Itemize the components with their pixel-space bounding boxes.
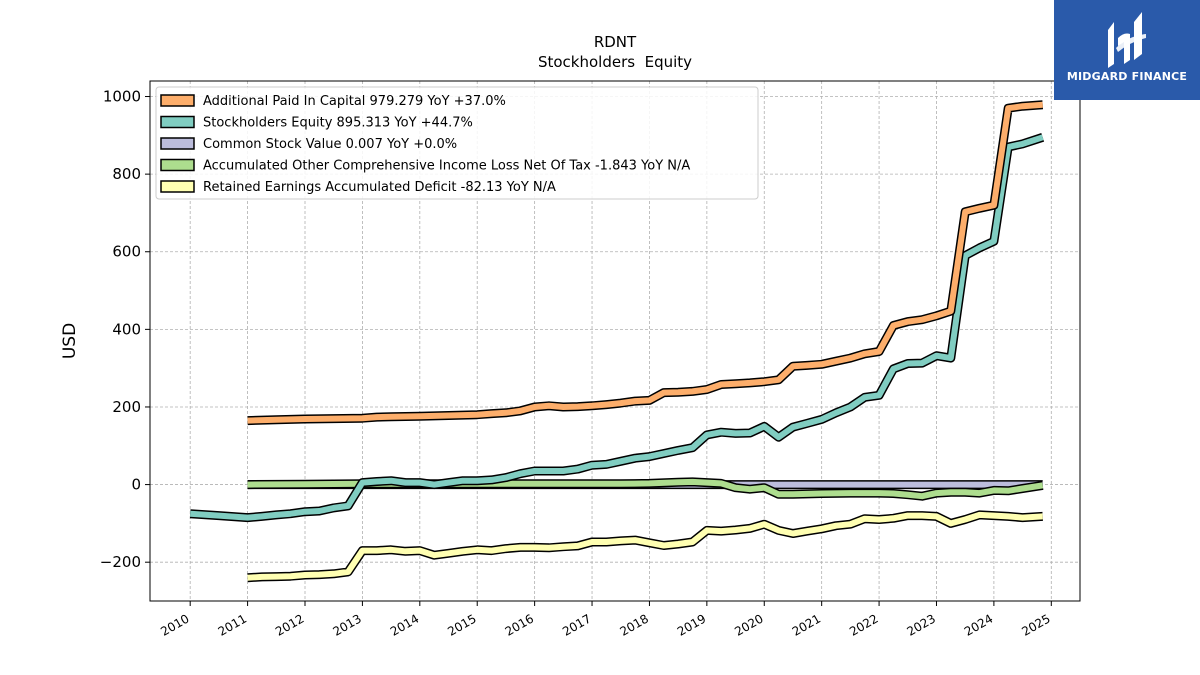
y-axis: −200 0 200 400 600 800 1000 [100, 88, 150, 571]
y-tick-label: 0 [131, 476, 141, 494]
x-tick-label: 2016 [503, 611, 536, 638]
y-tick-label: 800 [112, 165, 141, 183]
plot-area [189, 100, 1045, 583]
legend-label: Retained Earnings Accumulated Deficit -8… [203, 180, 556, 195]
x-tick-label: 2023 [905, 611, 938, 638]
x-tick-label: 2021 [790, 611, 823, 638]
x-axis: 2010 2011 2012 2013 2014 2015 2016 2017 2018 2019… [158, 601, 1053, 639]
legend-label: Stockholders Equity 895.313 YoY +44.7% [203, 116, 473, 131]
chart-title: RDNT [594, 33, 637, 51]
x-tick-label: 2017 [560, 611, 593, 638]
x-tick-label: 2012 [273, 611, 306, 638]
y-tick-label: 400 [112, 320, 141, 338]
series-line [247, 510, 1043, 583]
y-tick-label: 1000 [103, 88, 141, 106]
series-line [189, 133, 1045, 523]
legend-item: Accumulated Other Comprehensive Income L… [160, 158, 690, 174]
chart-subtitle: Stockholders Equity [538, 53, 692, 71]
series-line-stroke [247, 478, 1044, 500]
legend-swatch [160, 94, 195, 107]
legend-item: Additional Paid In Capital 979.279 YoY +… [160, 94, 506, 109]
brand-logo: MIDGARD FINANCE [1054, 0, 1200, 100]
plot-frame [149, 80, 1081, 602]
x-tick-label: 2025 [1019, 611, 1052, 638]
legend-label: Accumulated Other Comprehensive Income L… [203, 159, 690, 174]
series-line [247, 477, 1044, 501]
series-line-outline [247, 510, 1043, 583]
legend-label: Additional Paid In Capital 979.279 YoY +… [203, 94, 506, 109]
x-tick-label: 2024 [962, 611, 995, 638]
y-axis-label: USD [60, 323, 80, 359]
legend-item: Stockholders Equity 895.313 YoY +44.7% [160, 115, 473, 131]
legend-swatch [160, 180, 195, 193]
legend-swatch [160, 158, 195, 172]
logo-text: MIDGARD FINANCE [1066, 70, 1188, 83]
x-tick-label: 2019 [675, 611, 708, 638]
x-tick-label: 2022 [847, 611, 880, 638]
legend-item: Common Stock Value 0.007 YoY +0.0% [160, 137, 457, 152]
x-tick-label: 2015 [445, 611, 478, 638]
legend-box [155, 86, 759, 200]
series-line-stroke [247, 101, 1043, 424]
x-tick-label: 2018 [617, 611, 650, 638]
legend-swatch [160, 137, 195, 150]
y-tick-label: −200 [100, 553, 141, 571]
logo-mark-icon [1108, 12, 1146, 68]
x-tick-label: 2011 [216, 611, 249, 638]
legend-item: Retained Earnings Accumulated Deficit -8… [160, 180, 556, 195]
x-tick-label: 2014 [388, 611, 421, 638]
x-tick-label: 2020 [732, 611, 765, 638]
series-line-stroke [190, 134, 1044, 521]
legend-label: Common Stock Value 0.007 YoY +0.0% [203, 137, 457, 152]
series-line-stroke [247, 511, 1043, 581]
legend-swatch [160, 115, 195, 129]
y-tick-label: 200 [112, 398, 141, 416]
x-tick-label: 2013 [330, 611, 363, 638]
x-tick-label: 2010 [158, 611, 191, 638]
legend: Additional Paid In Capital 979.279 YoY +… [155, 86, 759, 200]
y-tick-label: 600 [112, 243, 141, 261]
series-line [247, 100, 1044, 426]
